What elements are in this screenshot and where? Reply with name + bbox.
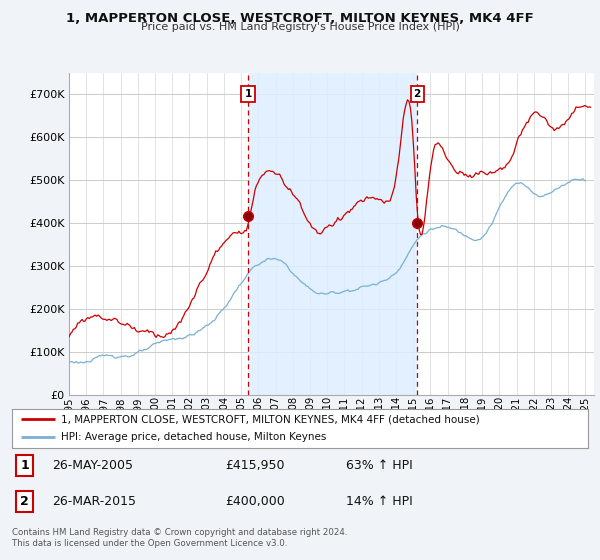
Text: 26-MAR-2015: 26-MAR-2015 — [52, 495, 136, 508]
Text: 1: 1 — [20, 459, 29, 472]
Text: 1, MAPPERTON CLOSE, WESTCROFT, MILTON KEYNES, MK4 4FF: 1, MAPPERTON CLOSE, WESTCROFT, MILTON KE… — [66, 12, 534, 25]
Text: £400,000: £400,000 — [225, 495, 285, 508]
Text: Price paid vs. HM Land Registry's House Price Index (HPI): Price paid vs. HM Land Registry's House … — [140, 22, 460, 32]
Text: 2: 2 — [20, 495, 29, 508]
Text: £415,950: £415,950 — [225, 459, 284, 472]
Text: 14% ↑ HPI: 14% ↑ HPI — [346, 495, 413, 508]
Text: HPI: Average price, detached house, Milton Keynes: HPI: Average price, detached house, Milt… — [61, 432, 326, 442]
Text: 2: 2 — [413, 89, 421, 99]
Text: 1: 1 — [244, 89, 251, 99]
Text: 26-MAY-2005: 26-MAY-2005 — [52, 459, 133, 472]
Bar — [248, 73, 417, 395]
Text: Contains HM Land Registry data © Crown copyright and database right 2024.
This d: Contains HM Land Registry data © Crown c… — [12, 528, 347, 548]
Text: 63% ↑ HPI: 63% ↑ HPI — [346, 459, 413, 472]
Text: 1, MAPPERTON CLOSE, WESTCROFT, MILTON KEYNES, MK4 4FF (detached house): 1, MAPPERTON CLOSE, WESTCROFT, MILTON KE… — [61, 414, 480, 424]
